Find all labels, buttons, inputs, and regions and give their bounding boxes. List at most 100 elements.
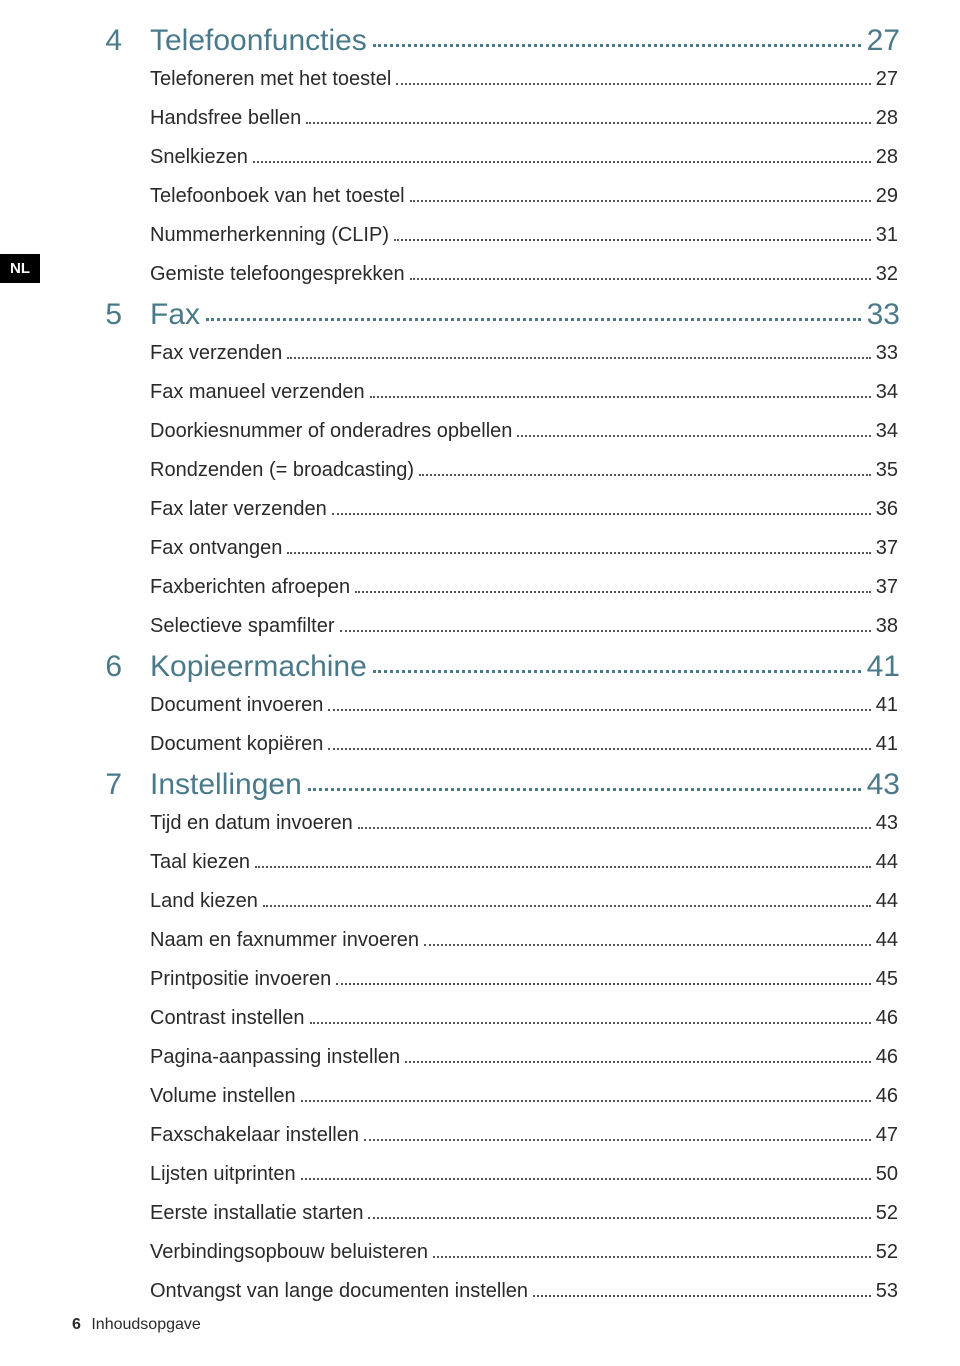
item-title: Telefoonboek van het toestel [150, 181, 405, 212]
item-title: Doorkiesnummer of onderadres opbellen [150, 416, 512, 447]
toc-item-row: Volume instellen 46 [150, 1081, 900, 1112]
toc-item-row: Document invoeren41 [150, 690, 900, 721]
item-title: Eerste installatie starten [150, 1198, 363, 1229]
leader-dots [368, 1217, 870, 1219]
item-page: 46 [876, 1081, 900, 1112]
section-number: 7 [100, 768, 150, 802]
section-title: Fax [150, 298, 200, 332]
leader-dots [373, 670, 861, 673]
leader-dots [355, 591, 871, 593]
toc-item-row: Fax later verzenden36 [150, 494, 900, 525]
toc-item-row: Verbindingsopbouw beluisteren 52 [150, 1237, 900, 1268]
toc-item-row: Fax manueel verzenden34 [150, 377, 900, 408]
toc-item-row: Eerste installatie starten 52 [150, 1198, 900, 1229]
leader-dots [255, 866, 871, 868]
item-page: 41 [876, 729, 900, 760]
leader-dots [394, 239, 871, 241]
leader-dots [332, 513, 871, 515]
item-page: 46 [876, 1042, 900, 1073]
toc-item-row: Nummerherkenning (CLIP)31 [150, 220, 900, 251]
leader-dots [364, 1139, 871, 1141]
leader-dots [287, 357, 870, 359]
leader-dots [253, 161, 871, 163]
item-page: 44 [876, 886, 900, 917]
item-page: 38 [876, 611, 900, 642]
toc-item-row: Selectieve spamfilter38 [150, 611, 900, 642]
leader-dots [405, 1061, 871, 1063]
item-page: 47 [876, 1120, 900, 1151]
toc-item-row: Fax ontvangen37 [150, 533, 900, 564]
toc-section-row: 5Fax33 [100, 298, 900, 332]
item-page: 52 [876, 1198, 900, 1229]
section-items: Fax verzenden33Fax manueel verzenden34Do… [150, 338, 900, 642]
item-title: Gemiste telefoongesprekken [150, 259, 405, 290]
section-title-wrap: Fax33 [150, 298, 900, 332]
section-page: 27 [867, 24, 900, 58]
item-page: 33 [876, 338, 900, 369]
language-tab: NL [0, 254, 40, 283]
item-page: 37 [876, 572, 900, 603]
leader-dots [396, 83, 870, 85]
toc-item-row: Lijsten uitprinten 50 [150, 1159, 900, 1190]
leader-dots [301, 1100, 871, 1102]
toc-section: 4Telefoonfuncties27Telefoneren met het t… [100, 24, 900, 290]
toc-item-row: Pagina-aanpassing instellen46 [150, 1042, 900, 1073]
toc-item-row: Doorkiesnummer of onderadres opbellen34 [150, 416, 900, 447]
item-page: 50 [876, 1159, 900, 1190]
leader-dots [533, 1295, 871, 1297]
toc-item-row: Snelkiezen28 [150, 142, 900, 173]
section-title-wrap: Kopieermachine41 [150, 650, 900, 684]
leader-dots [410, 278, 871, 280]
leader-dots [310, 1022, 871, 1024]
footer-page-number: 6 [72, 1316, 81, 1333]
toc-item-row: Handsfree bellen28 [150, 103, 900, 134]
section-title: Kopieermachine [150, 650, 367, 684]
item-title: Lijsten uitprinten [150, 1159, 296, 1190]
item-page: 43 [876, 808, 900, 839]
item-page: 52 [876, 1237, 900, 1268]
toc-item-row: Taal kiezen44 [150, 847, 900, 878]
section-number: 5 [100, 298, 150, 332]
leader-dots [373, 44, 861, 47]
section-number: 6 [100, 650, 150, 684]
toc-section: 6Kopieermachine41Document invoeren41Docu… [100, 650, 900, 760]
item-title: Contrast instellen [150, 1003, 305, 1034]
leader-dots [424, 944, 871, 946]
item-page: 37 [876, 533, 900, 564]
item-page: 29 [876, 181, 900, 212]
toc-item-row: Printpositie invoeren 45 [150, 964, 900, 995]
item-title: Land kiezen [150, 886, 258, 917]
toc-section: 5Fax33Fax verzenden33Fax manueel verzend… [100, 298, 900, 642]
item-title: Taal kiezen [150, 847, 250, 878]
toc-item-row: Faxschakelaar instellen47 [150, 1120, 900, 1151]
leader-dots [206, 318, 861, 321]
item-title: Volume instellen [150, 1081, 296, 1112]
section-title: Instellingen [150, 768, 302, 802]
item-page: 32 [876, 259, 900, 290]
item-title: Verbindingsopbouw beluisteren [150, 1237, 428, 1268]
toc-section: 7Instellingen43Tijd en datum invoeren43T… [100, 768, 900, 1307]
leader-dots [287, 552, 870, 554]
section-title-wrap: Telefoonfuncties27 [150, 24, 900, 58]
item-page: 45 [876, 964, 900, 995]
item-title: Ontvangst van lange documenten instellen [150, 1276, 528, 1307]
toc-section-row: 6Kopieermachine41 [100, 650, 900, 684]
item-page: 28 [876, 142, 900, 173]
toc-section-row: 4Telefoonfuncties27 [100, 24, 900, 58]
section-title-wrap: Instellingen43 [150, 768, 900, 802]
leader-dots [410, 200, 871, 202]
item-title: Printpositie invoeren [150, 964, 331, 995]
toc-item-row: Naam en faxnummer invoeren44 [150, 925, 900, 956]
page-footer: 6 Inhoudsopgave [72, 1316, 201, 1334]
leader-dots [306, 122, 871, 124]
item-title: Faxberichten afroepen [150, 572, 350, 603]
item-title: Document invoeren [150, 690, 323, 721]
toc-item-row: Document kopiëren41 [150, 729, 900, 760]
item-title: Handsfree bellen [150, 103, 301, 134]
item-title: Rondzenden (= broadcasting) [150, 455, 414, 486]
item-page: 35 [876, 455, 900, 486]
item-title: Fax manueel verzenden [150, 377, 365, 408]
item-page: 46 [876, 1003, 900, 1034]
section-number: 4 [100, 24, 150, 58]
leader-dots [370, 396, 871, 398]
